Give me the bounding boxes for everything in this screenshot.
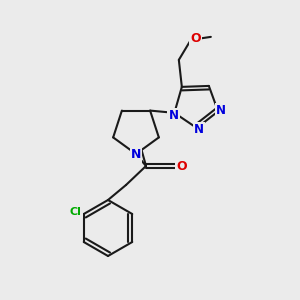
Text: O: O — [190, 32, 201, 45]
Text: N: N — [216, 104, 226, 117]
Text: N: N — [168, 110, 178, 122]
Text: Cl: Cl — [70, 207, 82, 217]
Text: N: N — [194, 124, 204, 136]
Text: O: O — [177, 160, 187, 172]
Text: N: N — [131, 148, 141, 161]
